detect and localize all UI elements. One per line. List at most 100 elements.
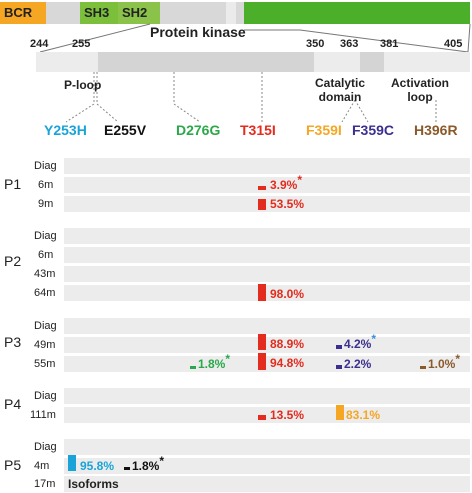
p5-17m-isoforms: Isoforms — [68, 477, 119, 491]
p3-55m-h396r-value: 1.0%* — [428, 352, 460, 371]
p3-49m-f359c-mark — [336, 345, 342, 349]
p3-49m-t315i-value: 88.9% — [270, 337, 305, 351]
p1-time-2: 9m — [38, 198, 54, 210]
p2-time-2: 43m — [34, 268, 56, 280]
patient-p3: P3 — [4, 334, 22, 350]
activation-segment — [384, 52, 470, 72]
zoom-bar — [36, 52, 470, 72]
mut-y253h: Y253H — [44, 122, 87, 138]
p4-time-1: 111m — [30, 409, 56, 421]
p5-4m-asterisk: * — [159, 454, 165, 468]
bcr-domain: BCR — [0, 2, 46, 24]
p1-row-9m — [64, 196, 470, 212]
patient-p5: P5 — [4, 457, 22, 473]
pos-255: 255 — [72, 38, 91, 50]
p1-row-6m — [64, 177, 470, 193]
p2-row-diag — [64, 228, 470, 244]
bcr-label: BCR — [4, 5, 33, 20]
catalytic-segment — [314, 52, 360, 72]
p3-55m-f359c-value: 2.2% — [344, 357, 372, 371]
ploop-segment — [36, 52, 98, 72]
p4-111m-f359i-value: 83.1% — [346, 408, 381, 422]
patient-p4: P4 — [4, 396, 22, 412]
p5-4m-e255v-mark — [124, 467, 130, 470]
p3-49m-t315i-mark — [258, 334, 266, 350]
p2-row-43m — [64, 266, 470, 282]
p3-55m-h396r-mark — [420, 366, 426, 369]
gap-light-1 — [226, 2, 236, 24]
p1-9m-t315i-mark — [258, 199, 266, 210]
p5-time-2: 17m — [34, 478, 56, 490]
p5-time-1: 4m — [34, 460, 50, 472]
p3-row-55m — [64, 356, 470, 372]
p3-time-2: 55m — [34, 358, 56, 370]
p4-time-0: Diag — [34, 390, 57, 402]
sh3-domain: SH3 — [80, 2, 118, 24]
p5-4m-y253h-mark — [68, 455, 76, 471]
p3-55m-h396r-text: 1.0% — [428, 357, 456, 371]
p1-6m-t315i-text: 3.9% — [270, 178, 298, 192]
patient-p1: P1 — [4, 176, 22, 192]
ploop-label: P-loop — [64, 78, 102, 92]
p3-49m-f359c-value: 4.2%* — [344, 332, 376, 351]
pos-381: 381 — [380, 38, 399, 50]
p3-55m-d276g-value: 1.8%* — [198, 352, 230, 371]
sh2-domain: SH2 — [118, 2, 160, 24]
p3-55m-d276g-text: 1.8% — [198, 357, 226, 371]
p2-row-64m — [64, 285, 470, 301]
p2-64m-t315i-mark — [258, 284, 266, 301]
p5-4m-e255v-text: 1.8% — [132, 459, 160, 473]
p4-111m-t315i-mark — [258, 415, 266, 420]
sh3-label: SH3 — [84, 5, 110, 20]
p3-55m-t315i-value: 94.8% — [270, 356, 305, 370]
pos-363: 363 — [340, 38, 359, 50]
pos-244: 244 — [30, 38, 49, 50]
p1-6m-asterisk: * — [297, 173, 303, 187]
mut-e255v: E255V — [104, 122, 147, 138]
mut-t315i: T315I — [240, 122, 276, 138]
p5-4m-e255v-value: 1.8%* — [132, 454, 164, 473]
mut-f359c: F359C — [352, 122, 395, 138]
p5-row-4m — [64, 458, 470, 474]
mut-h396r: H396R — [414, 122, 458, 138]
p2-time-0: Diag — [34, 230, 57, 242]
p1-9m-t315i-value: 53.5% — [270, 197, 305, 211]
p1-row-diag — [64, 158, 470, 174]
p3-55m-t315i-mark — [258, 353, 266, 370]
p3-49m-f359c-text: 4.2% — [344, 337, 372, 351]
p1-6m-t315i-mark — [258, 186, 266, 190]
p3-time-0: Diag — [34, 320, 57, 332]
p4-row-diag — [64, 388, 470, 404]
p2-time-1: 6m — [38, 249, 54, 261]
kinase-title: Protein kinase — [150, 24, 246, 40]
pos-405: 405 — [444, 38, 463, 50]
p3-49m-asterisk: * — [371, 332, 377, 346]
p1-6m-t315i-value: 3.9%* — [270, 173, 302, 192]
p3-row-diag — [64, 318, 470, 334]
p1-time-0: Diag — [34, 160, 57, 172]
catalytic-label: Catalytic domain — [314, 76, 366, 104]
p2-64m-t315i-value: 98.0% — [270, 287, 305, 301]
p5-time-0: Diag — [34, 441, 57, 453]
p4-111m-t315i-value: 13.5% — [270, 408, 305, 422]
pos-350: 350 — [306, 38, 325, 50]
p5-4m-y253h-value: 95.8% — [80, 459, 115, 473]
p3-55m-d276g-mark — [190, 366, 196, 369]
p3-row-49m — [64, 337, 470, 353]
activation-label: Activation loop — [390, 76, 449, 104]
p1-time-1: 6m — [38, 179, 54, 191]
p3-55m-f359c-mark — [336, 365, 342, 369]
mut-d276g: D276G — [176, 122, 221, 138]
p2-time-3: 64m — [34, 287, 56, 299]
p3-55m-h396r-asterisk: * — [455, 352, 461, 366]
p5-row-diag — [64, 439, 470, 455]
patient-p2: P2 — [4, 253, 22, 269]
p3-55m-d276g-asterisk: * — [225, 352, 231, 366]
kinase-domain — [244, 2, 470, 24]
p5-row-17m — [64, 476, 470, 492]
p4-111m-f359i-mark — [336, 405, 344, 420]
p4-row-111m — [64, 407, 470, 423]
p2-row-6m — [64, 247, 470, 263]
p3-time-1: 49m — [34, 339, 56, 351]
